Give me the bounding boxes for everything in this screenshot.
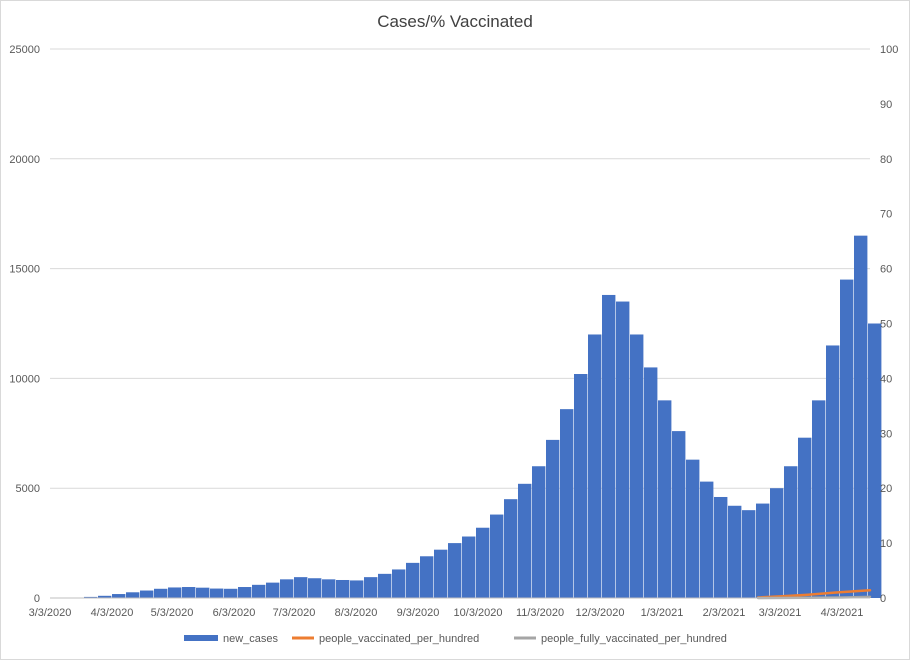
bar	[826, 345, 840, 598]
gridlines	[50, 48, 870, 489]
bar	[658, 400, 672, 598]
x-tick-label: 8/3/2020	[335, 607, 378, 619]
bar	[602, 294, 616, 598]
bar	[434, 549, 448, 598]
y-tick-label: 20000	[9, 154, 40, 166]
bar	[784, 466, 798, 598]
x-tick-label: 6/3/2020	[213, 607, 256, 619]
bar	[112, 594, 126, 598]
x-tick-label: 12/3/2020	[576, 607, 625, 619]
bar	[336, 579, 350, 598]
bar	[812, 400, 826, 598]
x-tick-label: 7/3/2020	[273, 607, 316, 619]
bar	[252, 584, 266, 598]
chart-title: Cases/% Vaccinated	[377, 12, 533, 31]
bar	[518, 483, 532, 598]
bar	[294, 577, 308, 598]
x-tick-label: 9/3/2020	[397, 607, 440, 619]
x-tick-label: 10/3/2020	[454, 607, 503, 619]
legend-label: people_vaccinated_per_hundred	[319, 633, 479, 645]
x-tick-label: 1/3/2021	[641, 607, 684, 619]
y2-tick-label: 50	[880, 319, 892, 331]
bar	[378, 573, 392, 598]
bar	[196, 587, 210, 598]
bar	[728, 505, 742, 598]
bar	[574, 374, 588, 598]
bar	[588, 334, 602, 598]
bar	[168, 587, 182, 598]
bar	[476, 527, 490, 598]
y2-tick-label: 90	[880, 99, 892, 111]
bar	[560, 409, 574, 598]
bar	[672, 431, 686, 598]
bar	[98, 595, 112, 598]
bar	[700, 481, 714, 598]
bar	[308, 578, 322, 598]
bar	[224, 588, 238, 598]
axes: 0 5000 10000 15000 20000 25000 0 10 20 30 40 50 60 70…	[9, 44, 898, 619]
bar	[420, 556, 434, 598]
bar	[140, 590, 154, 598]
legend-swatch	[184, 635, 218, 641]
bar	[854, 235, 868, 598]
x-tick-label: 11/3/2020	[516, 607, 564, 619]
bar	[364, 577, 378, 598]
y2-tick-label: 20	[880, 483, 892, 495]
bar	[742, 510, 756, 598]
legend: new_cases people_vaccinated_per_hundred pe…	[184, 633, 727, 645]
x-tick-label: 4/3/2021	[821, 607, 864, 619]
bar	[546, 439, 560, 598]
bar	[392, 569, 406, 598]
bar	[714, 496, 728, 598]
legend-label: new_cases	[223, 633, 279, 645]
bar	[154, 588, 168, 598]
bar	[406, 562, 420, 598]
y-tick-label: 0	[34, 593, 40, 605]
x-tick-label: 4/3/2020	[91, 607, 134, 619]
bar	[798, 437, 812, 598]
y2-tick-label: 70	[880, 209, 892, 221]
bar	[840, 279, 854, 598]
bar	[616, 301, 630, 598]
bar	[350, 580, 364, 598]
bar	[126, 592, 140, 598]
y2-tick-label: 60	[880, 264, 892, 276]
bar	[756, 503, 770, 598]
y-tick-label: 10000	[9, 373, 40, 385]
bar	[238, 587, 252, 598]
x-tick-label: 2/3/2021	[703, 607, 746, 619]
y-tick-label: 25000	[9, 44, 40, 56]
bar	[462, 536, 476, 598]
y2-tick-label: 100	[880, 44, 898, 56]
bar	[210, 588, 224, 598]
bar	[868, 323, 882, 598]
bar	[532, 466, 546, 598]
y2-tick-label: 80	[880, 154, 892, 166]
legend-label: people_fully_vaccinated_per_hundred	[541, 633, 727, 645]
bar	[448, 543, 462, 598]
bar	[280, 579, 294, 598]
y2-tick-label: 30	[880, 428, 892, 440]
bar	[322, 579, 336, 598]
bar	[686, 459, 700, 598]
y-tick-label: 15000	[9, 264, 40, 276]
x-tick-label: 3/3/2021	[759, 607, 802, 619]
bar	[490, 514, 504, 598]
bar	[504, 499, 518, 598]
bar	[182, 587, 196, 598]
bar	[84, 596, 98, 598]
bar	[266, 582, 280, 598]
bar	[770, 488, 784, 598]
y2-tick-label: 10	[880, 538, 892, 550]
bar	[630, 334, 644, 598]
bar	[644, 367, 658, 598]
x-tick-label: 3/3/2020	[29, 607, 72, 619]
new-cases-bars	[84, 235, 882, 598]
y2-tick-label: 0	[880, 593, 886, 605]
x-tick-label: 5/3/2020	[151, 607, 194, 619]
y-tick-label: 5000	[16, 483, 40, 495]
y2-tick-label: 40	[880, 373, 892, 385]
